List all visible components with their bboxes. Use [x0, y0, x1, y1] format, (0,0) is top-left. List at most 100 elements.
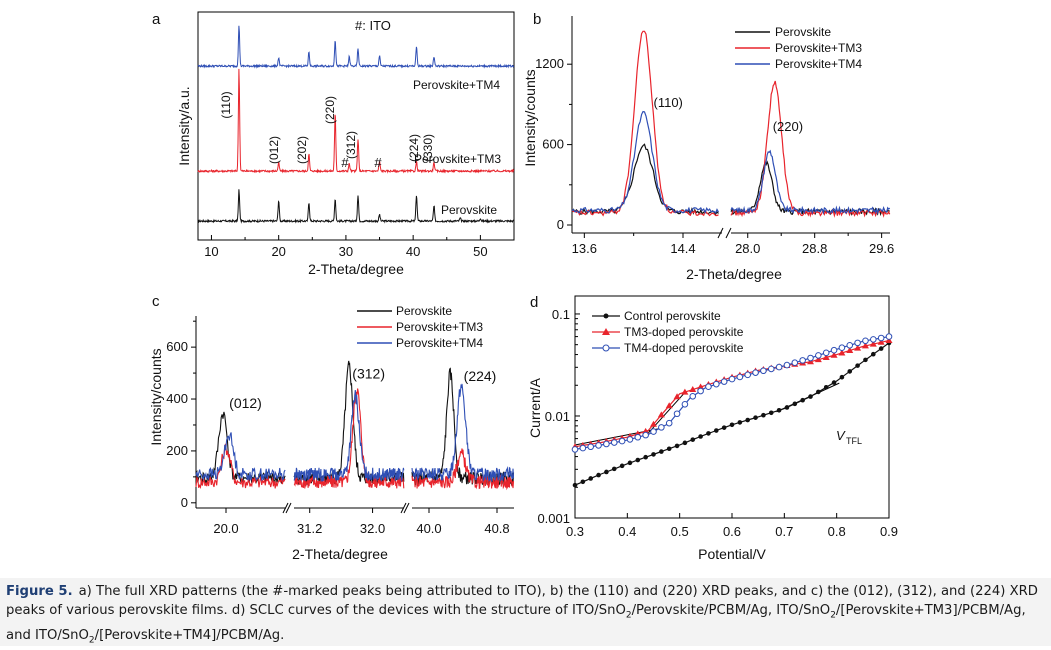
- x-axis-label: 2-Theta/degree: [686, 266, 782, 282]
- peak-label: (012): [267, 136, 281, 164]
- data-point: [720, 378, 728, 385]
- data-point: [814, 356, 822, 363]
- data-point: [681, 401, 689, 408]
- data-point: [619, 463, 625, 469]
- legend-label: Perovskite+TM3: [775, 41, 862, 55]
- data-point: [681, 388, 689, 395]
- data-point: [588, 476, 593, 481]
- data-point: [587, 443, 595, 451]
- data-point: [752, 369, 759, 376]
- series-line: [197, 25, 515, 69]
- y-axis-label: Intensity/counts: [148, 348, 164, 445]
- y-axis-label: Intensity/counts: [522, 69, 538, 166]
- legend-label: Perovskite+TM4: [396, 336, 483, 350]
- y-tick-label: 0: [557, 217, 564, 232]
- peak-label: (110): [654, 95, 683, 110]
- figure-canvas: a 10 20 30 40 50 2-Theta/degree Intensity/a.u. #…: [148, 11, 898, 562]
- series-line: [571, 110, 720, 215]
- series-line: [411, 383, 515, 483]
- peak-label: (012): [229, 395, 262, 411]
- data-point: [753, 415, 758, 420]
- data-point: [642, 431, 649, 439]
- peak-label: (330): [421, 134, 435, 162]
- data-point: [698, 434, 703, 439]
- data-point: [603, 440, 610, 448]
- data-point: [580, 479, 586, 485]
- data-point: [650, 428, 657, 435]
- data-point: [855, 363, 860, 368]
- data-point: [627, 460, 633, 466]
- data-point: [618, 437, 626, 445]
- series-line: [730, 80, 891, 218]
- x-axis-label: Potential/V: [698, 546, 766, 562]
- data-point: [635, 457, 641, 463]
- data-point: [823, 384, 829, 390]
- caption-label: Figure 5.: [6, 584, 73, 599]
- legend-label: Perovskite+TM4: [775, 57, 862, 71]
- peak-label: #: [374, 155, 382, 170]
- series-line: [293, 390, 405, 483]
- data-point: [878, 346, 884, 351]
- data-point: [714, 428, 719, 433]
- data-point: [854, 339, 861, 347]
- y-tick-label: 0.01: [545, 409, 570, 424]
- data-point: [728, 375, 736, 383]
- data-point: [690, 437, 696, 442]
- legend-marker: [602, 344, 610, 352]
- caption-text: /[Perovskite+TM3]/PCBM/Ag, and ITO/SnO: [6, 603, 1026, 643]
- data-point: [871, 351, 876, 357]
- peak-label: (312): [344, 131, 358, 159]
- data-point: [736, 373, 744, 381]
- x-tick-label: 40.0: [416, 521, 441, 536]
- peak-label: (312): [352, 365, 385, 381]
- y-axis-label: Intensity/a.u.: [176, 86, 192, 165]
- data-point: [839, 374, 845, 380]
- data-point: [792, 401, 798, 407]
- data-point: [861, 342, 869, 349]
- data-point: [689, 392, 697, 400]
- panel-a: a 10 20 30 40 50 2-Theta/degree Intensity/a.u. #…: [152, 11, 515, 277]
- axis-break: [403, 502, 410, 514]
- series-line: [197, 68, 515, 174]
- x-tick-label: 40.8: [484, 521, 509, 536]
- data-point: [610, 439, 618, 446]
- peak-label: #: [341, 155, 349, 170]
- annotation: #: ITO: [355, 18, 391, 33]
- x-tick-label: 50: [473, 244, 487, 259]
- data-point: [579, 444, 587, 452]
- x-axis-label: 2-Theta/degree: [308, 261, 404, 277]
- series-line: [411, 448, 515, 491]
- y-tick-label: 0.1: [552, 307, 570, 322]
- series-line: [730, 149, 891, 216]
- data-point: [697, 383, 705, 390]
- x-tick-label: 28.8: [802, 241, 827, 256]
- data-point: [877, 334, 885, 342]
- caption-box: Figure 5. a) The full XRD patterns (the #…: [0, 578, 1051, 646]
- panel-letter: b: [533, 11, 541, 28]
- x-tick-label: 28.0: [735, 241, 760, 256]
- data-point: [830, 351, 838, 358]
- x-tick-label: 0.8: [828, 524, 846, 539]
- data-point: [830, 346, 838, 354]
- y-tick-label: 200: [166, 443, 188, 458]
- data-point: [807, 354, 814, 362]
- legend-marker: [602, 328, 610, 335]
- data-point: [611, 466, 617, 472]
- x-tick-label: 20.0: [213, 521, 238, 536]
- x-tick-label: 0.3: [566, 524, 584, 539]
- peak-label: (220): [773, 119, 803, 134]
- panel-letter: c: [152, 293, 160, 310]
- data-point: [706, 431, 711, 436]
- annotation-subscript: TFL: [846, 436, 862, 446]
- data-point: [626, 436, 634, 443]
- series-line: [571, 143, 719, 216]
- data-point: [761, 412, 766, 418]
- data-point: [596, 472, 601, 478]
- plot-frame: [197, 11, 515, 241]
- data-point: [822, 353, 830, 360]
- data-point: [808, 394, 813, 399]
- peak-label: (220): [323, 96, 337, 124]
- x-tick-label: 14.4: [670, 241, 695, 256]
- panel-letter: d: [530, 294, 538, 311]
- x-axis-label: 2-Theta/degree: [292, 546, 388, 562]
